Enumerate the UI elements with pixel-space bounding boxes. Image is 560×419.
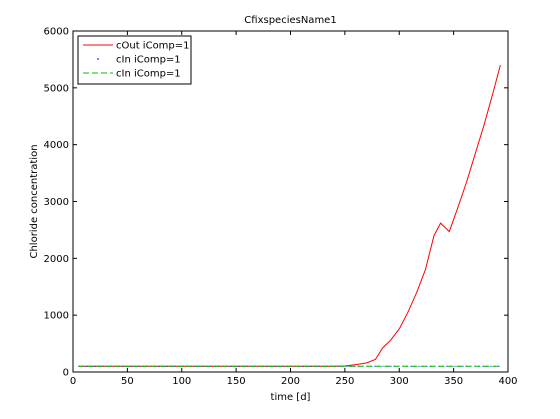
y-tick-label: 6000 [44, 27, 69, 38]
y-tick-label: 1000 [44, 311, 69, 322]
x-tick-label: 50 [121, 376, 134, 387]
y-axis-ticks: 0 1000 2000 3000 4000 5000 6000 [44, 27, 508, 379]
x-tick-label: 250 [335, 376, 354, 387]
legend-label-1: cOut iComp=1 [116, 41, 190, 52]
x-axis-label: time [d] [271, 392, 311, 403]
x-tick-label: 0 [70, 376, 76, 387]
series-layer [78, 64, 501, 367]
legend: cOut iComp=1 cIn iComp=1 cIn iComp=1 [77, 35, 192, 85]
y-tick-label: 5000 [44, 83, 69, 94]
legend-label-2: cIn iComp=1 [116, 55, 181, 66]
x-tick-label: 300 [390, 376, 409, 387]
chart-title: CfixspeciesName1 [244, 15, 336, 26]
x-tick-label: 350 [444, 376, 463, 387]
y-tick-label: 0 [63, 368, 69, 379]
y-tick-label: 4000 [44, 140, 69, 151]
legend-box [77, 35, 192, 85]
x-tick-label: 400 [498, 376, 517, 387]
legend-label-3: cIn iComp=1 [116, 69, 181, 80]
x-axis-ticks: 0 50 100 150 200 250 300 350 400 [70, 31, 518, 387]
plot-area [72, 30, 509, 373]
x-tick-label: 150 [227, 376, 246, 387]
x-tick-label: 200 [281, 376, 300, 387]
y-tick-label: 2000 [44, 254, 69, 265]
y-axis-label: Chloride concentration [29, 144, 40, 258]
y-tick-label: 3000 [44, 197, 69, 208]
x-tick-label: 100 [172, 376, 191, 387]
